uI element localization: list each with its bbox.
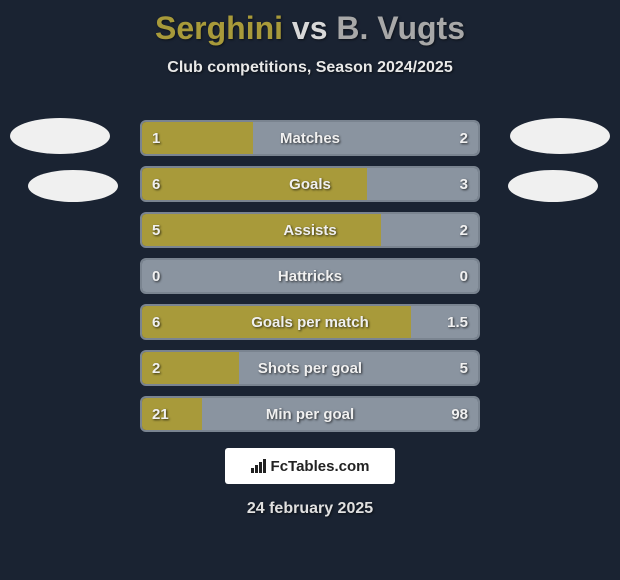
stats-container: 12Matches 63Goals 52Assists 00Hattricks 61.5… [140,120,480,442]
stat-label: Shots per goal [142,352,478,384]
chart-icon [251,459,267,473]
stat-label: Goals [142,168,478,200]
stat-row: 52Assists [140,212,480,248]
stat-label: Min per goal [142,398,478,430]
player1-name: Serghini [155,10,283,46]
stat-label: Matches [142,122,478,154]
stat-label: Assists [142,214,478,246]
stat-label: Hattricks [142,260,478,292]
player2-team-badge [508,170,598,202]
vs-text: vs [292,10,328,46]
stat-row: 25Shots per goal [140,350,480,386]
site-logo[interactable]: FcTables.com [225,448,395,484]
stat-row: 12Matches [140,120,480,156]
player2-name: B. Vugts [336,10,465,46]
stat-row: 2198Min per goal [140,396,480,432]
stat-label: Goals per match [142,306,478,338]
stat-row: 61.5Goals per match [140,304,480,340]
logo-text: FcTables.com [271,458,370,475]
stat-row: 00Hattricks [140,258,480,294]
stat-row: 63Goals [140,166,480,202]
player1-avatar [10,118,110,154]
subtitle: Club competitions, Season 2024/2025 [0,59,620,77]
page-title: Serghini vs B. Vugts [0,0,620,47]
player1-team-badge [28,170,118,202]
player2-avatar [510,118,610,154]
footer-date: 24 february 2025 [0,500,620,518]
